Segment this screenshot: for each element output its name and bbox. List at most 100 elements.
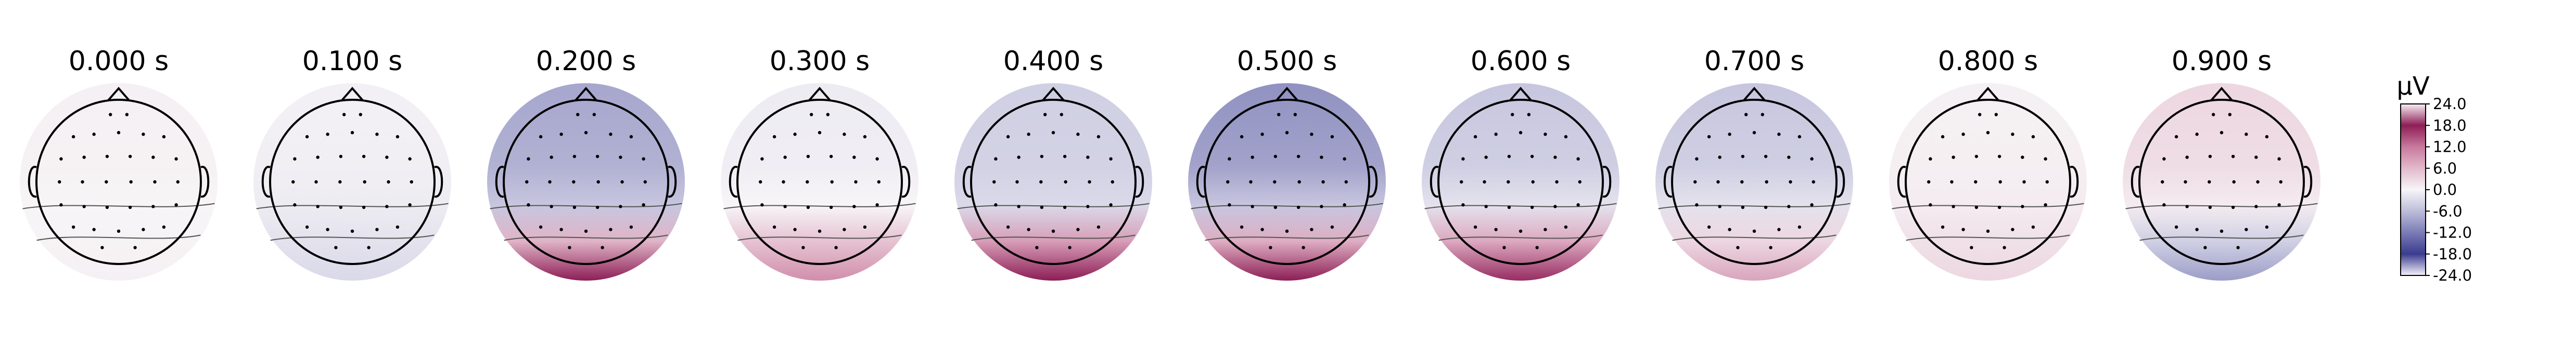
panel-title: 0.100 s: [302, 46, 403, 77]
colorbar-tick-label: 6.0: [2433, 160, 2457, 177]
electrode-dot: [1752, 131, 1756, 135]
electrode-dot: [293, 157, 297, 161]
electrode-dot: [1530, 205, 1534, 209]
electrode-dot: [1544, 228, 1547, 231]
electrode-dot: [806, 205, 810, 209]
electrode-dot: [2265, 225, 2269, 229]
electrode-dot: [1086, 205, 1090, 208]
head-outline: [503, 99, 669, 265]
panel-title: 0.600 s: [1471, 46, 1571, 77]
colorbar-bar: [2400, 103, 2426, 276]
electrode-dot: [151, 155, 155, 159]
head-outline: [2138, 99, 2305, 265]
electrode-dot: [359, 113, 362, 116]
electrode-dot: [1553, 205, 1557, 208]
nose-shape: [1276, 86, 1298, 101]
electrode-dot: [1111, 180, 1114, 184]
electrode-dot: [1986, 131, 1990, 135]
panel-title: 0.900 s: [2172, 46, 2272, 77]
electrode-dot: [2208, 154, 2212, 159]
electrode-dot: [1519, 229, 1523, 233]
head-outline: [35, 99, 202, 265]
electrode-dot: [367, 246, 371, 249]
field-disk: [1889, 83, 2087, 281]
field-disk: [1655, 83, 1853, 281]
electrode-dot: [1929, 157, 1932, 161]
head-outline: [1204, 99, 1370, 265]
electrode-dot: [1343, 157, 1346, 161]
electrode-dot: [81, 180, 84, 184]
topomap-panel: 0.900 s: [2123, 46, 2320, 281]
electrode-dot: [1251, 155, 1254, 159]
electrode-dot: [375, 133, 379, 136]
electrode-dot: [1040, 154, 1044, 159]
electrode-dot: [362, 205, 366, 209]
electrode-dot: [1015, 180, 1019, 184]
electrode-dot: [550, 205, 553, 208]
electrode-dot: [1330, 225, 1334, 229]
electrode-dot: [334, 246, 338, 249]
electrode-dot: [1769, 246, 1772, 249]
electrode-dot: [408, 203, 412, 207]
topomap-panel: 0.100 s: [253, 46, 451, 281]
electrode-dot: [2232, 180, 2236, 184]
colorbar-unit: µV: [2396, 72, 2430, 101]
electrode-dot: [117, 131, 121, 135]
electrode-dot: [1277, 113, 1281, 116]
nose-shape: [341, 86, 364, 101]
electrode-dot: [1707, 135, 1711, 139]
electrode-dot: [806, 180, 809, 184]
electrode-dot: [1076, 228, 1080, 231]
electrode-dot: [1952, 155, 1955, 159]
contour-line: [270, 234, 435, 241]
electrode-dot: [1519, 131, 1523, 135]
electrode-dot: [877, 180, 881, 184]
electrode-dot: [133, 246, 137, 249]
electrode-dot: [1576, 203, 1580, 207]
electrode-dot: [875, 157, 879, 161]
electrode-dot: [793, 228, 797, 231]
electrode-dot: [572, 180, 576, 184]
electrode-dot: [609, 133, 613, 136]
electrode-dot: [1998, 180, 2002, 184]
electrode-dot: [629, 135, 633, 139]
contour-line: [1672, 234, 1837, 241]
electrode-dot: [1765, 180, 1768, 184]
electrode-dot: [410, 180, 413, 184]
electrode-dot: [338, 180, 342, 184]
electrode-dot: [59, 203, 63, 207]
field-disk: [20, 83, 218, 281]
electrode-dot: [2256, 180, 2260, 184]
topomap-panels: 0.000 s 0.100 s 0.200 s 0.300 s 0.400 s 0.500…: [20, 46, 2320, 281]
electrode-dot: [1017, 205, 1021, 208]
electrode-dot: [609, 228, 613, 231]
electrode-dot: [1063, 154, 1067, 159]
colorbar-tick-label: -12.0: [2433, 224, 2472, 242]
electrode-dot: [176, 180, 180, 184]
electrode-dot: [548, 180, 552, 184]
electrode-dot: [1718, 205, 1721, 208]
electrode-dot: [2236, 246, 2240, 249]
electrode-dot: [619, 155, 622, 159]
contour-line: [490, 203, 682, 209]
electrode-dot: [2162, 157, 2166, 161]
electrode-dot: [1302, 246, 1305, 249]
contour-line: [22, 203, 215, 209]
field-disk: [1422, 83, 1619, 281]
electrode-dot: [2011, 228, 2014, 231]
contour-line: [723, 203, 916, 209]
electrode-dot: [2245, 133, 2248, 136]
contour-line: [256, 203, 449, 209]
ear-shape: [28, 166, 37, 198]
electrode-dot: [326, 228, 329, 231]
electrode-dot: [1978, 113, 1982, 116]
electrode-dot: [1974, 205, 1979, 209]
electrode-dot: [363, 180, 366, 184]
field-disk: [487, 83, 685, 281]
electrode-dot: [1502, 246, 1506, 249]
electrode-dot: [1096, 135, 1101, 139]
electrode-dot: [2021, 205, 2024, 208]
electrode-dot: [1507, 180, 1510, 184]
electrode-dot: [834, 246, 838, 249]
electrode-dot: [316, 155, 320, 159]
